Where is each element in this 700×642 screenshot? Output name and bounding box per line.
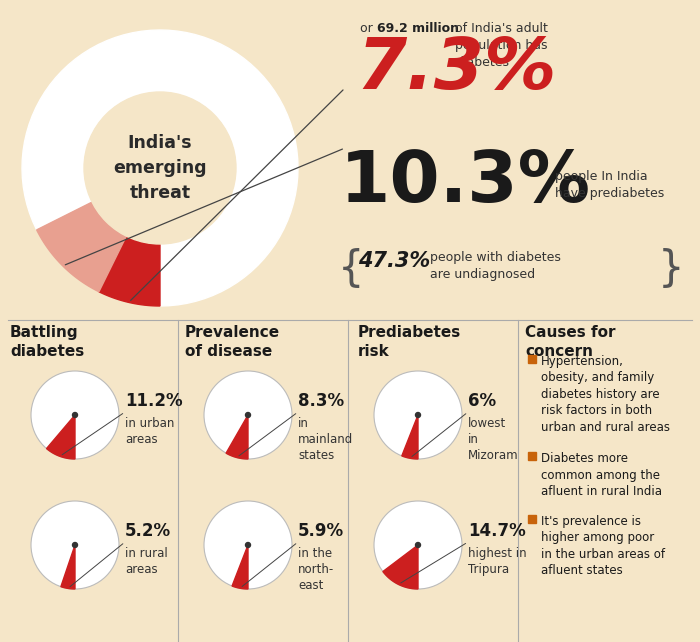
Text: It's prevalence is
higher among poor
in the urban areas of
afluent states: It's prevalence is higher among poor in …	[541, 515, 665, 578]
Circle shape	[73, 413, 78, 417]
Text: in urban
areas: in urban areas	[125, 417, 174, 446]
Text: Hypertension,
obesity, and family
diabetes history are
risk factors in both
urba: Hypertension, obesity, and family diabet…	[541, 355, 670, 434]
Text: {: {	[338, 248, 365, 290]
Text: people In India
have prediabetes: people In India have prediabetes	[555, 170, 664, 200]
Text: Prediabetes
risk: Prediabetes risk	[358, 325, 461, 359]
Polygon shape	[99, 236, 160, 306]
Text: 6%: 6%	[468, 392, 496, 410]
FancyBboxPatch shape	[528, 355, 536, 363]
Polygon shape	[402, 415, 418, 459]
FancyBboxPatch shape	[528, 515, 536, 523]
Text: 11.2%: 11.2%	[125, 392, 183, 410]
Circle shape	[31, 371, 119, 459]
Text: }: }	[658, 248, 685, 290]
Circle shape	[416, 413, 421, 417]
Circle shape	[204, 371, 292, 459]
Circle shape	[246, 413, 251, 417]
Text: in
mainland
states: in mainland states	[298, 417, 354, 462]
Text: in the
north-
east: in the north- east	[298, 547, 335, 592]
Circle shape	[84, 92, 236, 244]
Circle shape	[246, 542, 251, 548]
Text: people with diabetes
are undiagnosed: people with diabetes are undiagnosed	[430, 251, 561, 281]
Circle shape	[31, 501, 119, 589]
Text: Causes for
concern: Causes for concern	[525, 325, 615, 359]
Text: 10.3%: 10.3%	[340, 148, 591, 217]
Text: Prevalence
of disease: Prevalence of disease	[185, 325, 280, 359]
Circle shape	[374, 371, 462, 459]
Circle shape	[73, 542, 78, 548]
Circle shape	[204, 501, 292, 589]
Text: 14.7%: 14.7%	[468, 522, 526, 540]
Text: India's
emerging
threat: India's emerging threat	[113, 134, 206, 202]
Text: 5.9%: 5.9%	[298, 522, 344, 540]
Text: Diabetes more
common among the
afluent in rural India: Diabetes more common among the afluent i…	[541, 452, 662, 498]
Polygon shape	[383, 545, 418, 589]
Text: Battling
diabetes: Battling diabetes	[10, 325, 84, 359]
Text: 69.2 million: 69.2 million	[377, 22, 459, 35]
Polygon shape	[232, 545, 248, 589]
Text: in rural
areas: in rural areas	[125, 547, 168, 576]
Text: 5.2%: 5.2%	[125, 522, 171, 540]
Text: lowest
in
Mizoram: lowest in Mizoram	[468, 417, 519, 462]
Circle shape	[416, 542, 421, 548]
Text: 8.3%: 8.3%	[298, 392, 344, 410]
Polygon shape	[22, 30, 298, 306]
Text: 7.3%: 7.3%	[356, 35, 556, 104]
Polygon shape	[36, 202, 127, 291]
Polygon shape	[226, 415, 248, 459]
Polygon shape	[61, 545, 75, 589]
FancyBboxPatch shape	[528, 452, 536, 460]
Polygon shape	[46, 415, 75, 459]
Text: or: or	[360, 22, 377, 35]
Circle shape	[374, 501, 462, 589]
Text: highest in
Tripura: highest in Tripura	[468, 547, 526, 576]
Text: of India's adult
population has
diabetes: of India's adult population has diabetes	[455, 22, 548, 69]
Text: 47.3%: 47.3%	[358, 251, 430, 271]
